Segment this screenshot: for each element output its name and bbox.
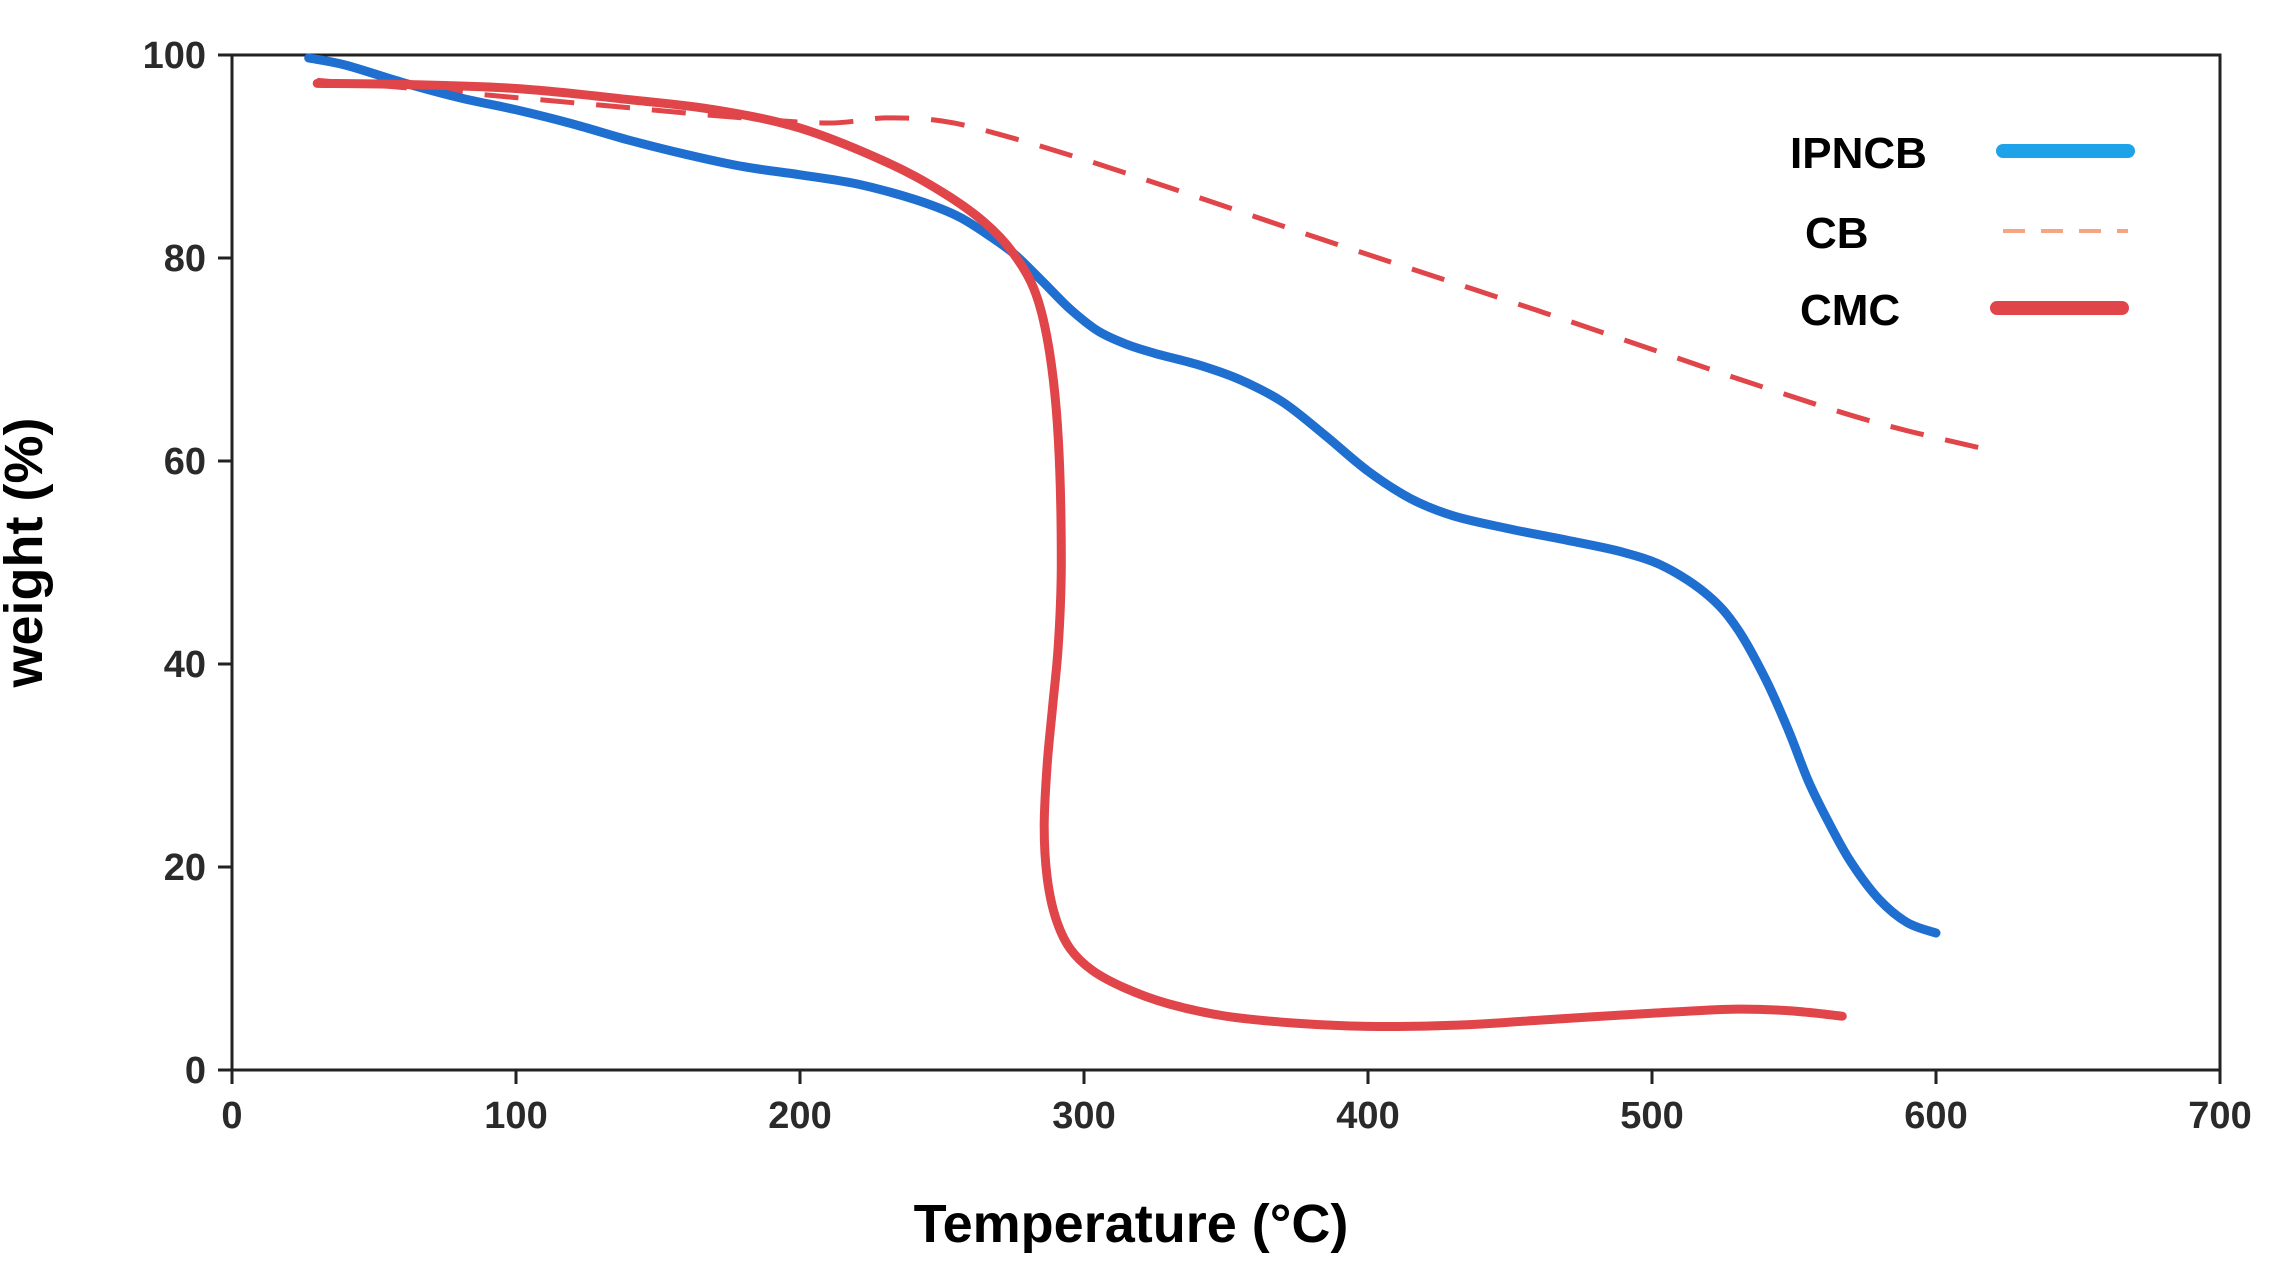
series-line-cmc xyxy=(312,78,1847,1032)
legend-label-cmc: CMC xyxy=(1800,286,1900,335)
x-tick-label: 200 xyxy=(768,1095,831,1137)
y-tick-label: 80 xyxy=(164,238,206,280)
legend-label-ipncb: IPNCB xyxy=(1790,129,1927,178)
y-tick-label: 60 xyxy=(164,441,206,483)
series-group xyxy=(304,53,1994,1032)
y-tick-label: 20 xyxy=(164,847,206,889)
y-axis-title: weight (%) xyxy=(0,418,54,689)
series-line-ipncb xyxy=(304,53,1941,938)
legend-label-cb: CB xyxy=(1805,209,1869,258)
x-tick-label: 400 xyxy=(1336,1095,1399,1137)
x-tick-label: 100 xyxy=(484,1095,547,1137)
x-tick-label: 600 xyxy=(1904,1095,1967,1137)
series-line-cb xyxy=(316,77,1994,454)
x-axis-ticks: 0 100 200 300 400 500 600 700 xyxy=(221,1070,2252,1137)
x-axis-title: Temperature (°C) xyxy=(914,1194,1349,1254)
x-tick-label: 0 xyxy=(221,1095,242,1137)
legend: IPNCB CB CMC xyxy=(1790,129,2135,335)
x-tick-label: 700 xyxy=(2188,1095,2251,1137)
y-tick-label: 100 xyxy=(143,35,206,77)
x-tick-label: 500 xyxy=(1620,1095,1683,1137)
y-tick-label: 40 xyxy=(164,644,206,686)
plot-area-frame xyxy=(230,53,2222,1072)
y-tick-label: 0 xyxy=(185,1050,206,1092)
x-tick-label: 300 xyxy=(1052,1095,1115,1137)
x-axis-title-unit: (°C) xyxy=(1252,1194,1349,1254)
x-axis-title-text: Temperature xyxy=(914,1194,1252,1254)
y-axis-ticks: 0 20 40 60 80 100 xyxy=(143,35,232,1092)
